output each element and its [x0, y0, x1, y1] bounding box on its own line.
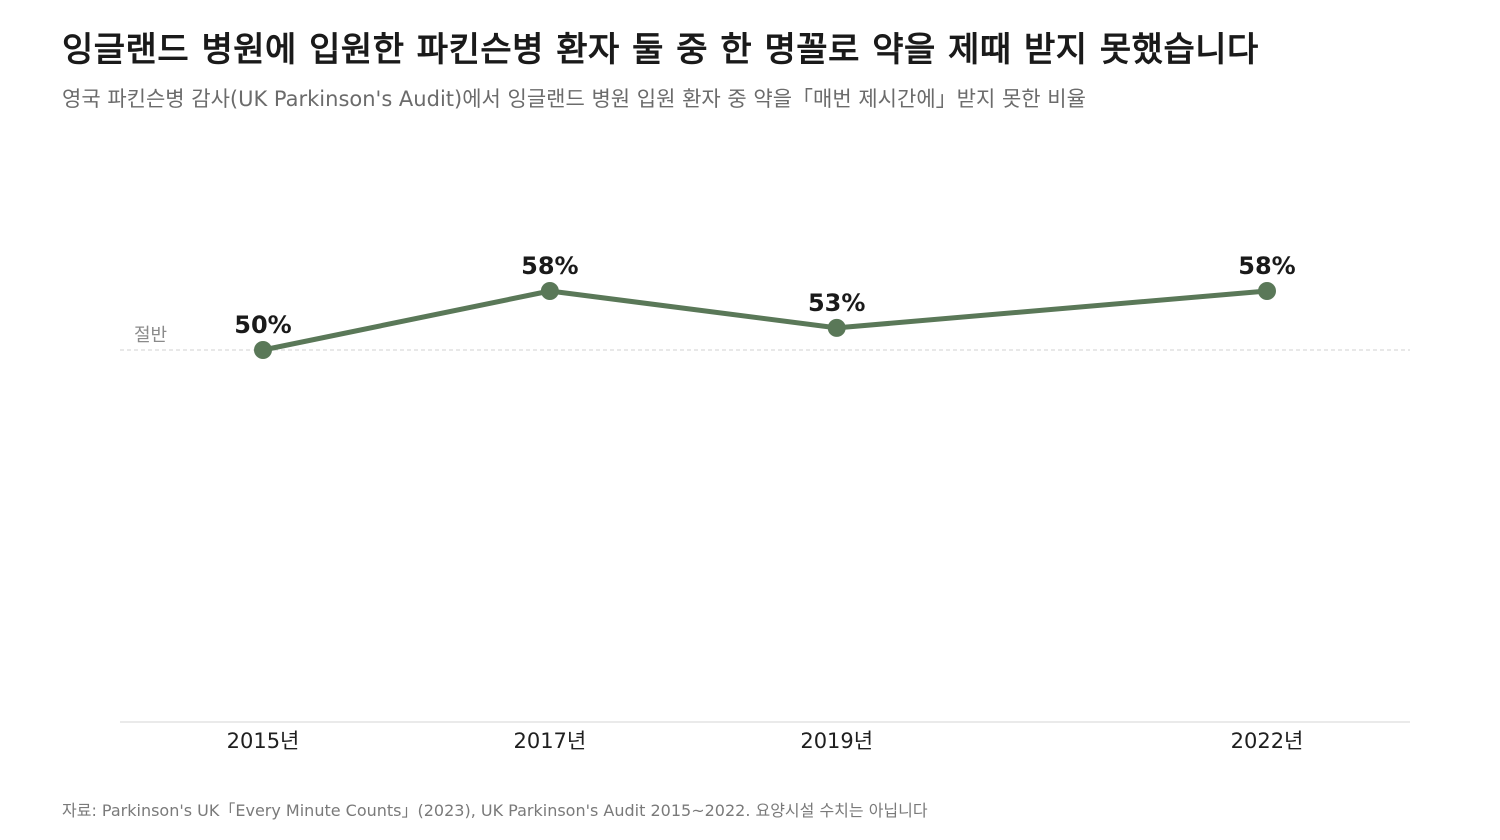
- data-label: 50%: [234, 311, 291, 339]
- data-label-layer: 50% 58% 53% 58%: [234, 252, 1295, 339]
- data-label: 53%: [808, 289, 865, 317]
- data-point: [540, 282, 559, 300]
- data-point: [254, 341, 272, 359]
- data-point: [1258, 282, 1276, 300]
- series-line: [260, 288, 1270, 353]
- reference-line-label: 절반: [134, 325, 167, 346]
- x-tick-label: 2017년: [513, 729, 586, 753]
- reference-layer: 절반: [120, 325, 1410, 351]
- data-label: 58%: [1238, 252, 1295, 280]
- data-point: [827, 318, 846, 337]
- x-tick-label: 2015년: [227, 729, 300, 753]
- x-tick-label: 2022년: [1231, 729, 1304, 753]
- source-note: 자료: Parkinson's UK「Every Minute Counts」(…: [62, 801, 928, 820]
- x-axis: 2015년 2017년 2019년 2022년: [120, 721, 1410, 753]
- data-label: 58%: [521, 252, 578, 280]
- chart-title: 잉글랜드 병원에 입원한 파킨슨병 환자 둘 중 한 명꼴로 약을 제때 받지 …: [62, 30, 1259, 70]
- series-layer: [254, 282, 1276, 359]
- chart-subtitle: 영국 파킨슨병 감사(UK Parkinson's Audit)에서 잉글랜드 …: [62, 87, 1086, 111]
- x-tick-label: 2019년: [800, 729, 873, 753]
